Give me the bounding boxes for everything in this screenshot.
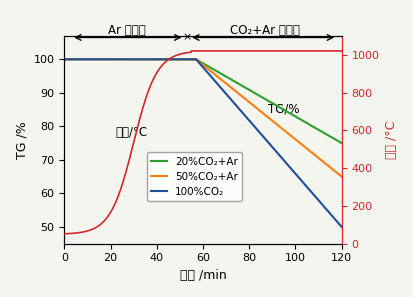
Y-axis label: TG /%: TG /% bbox=[15, 121, 28, 159]
Text: TG/%: TG/% bbox=[268, 103, 299, 116]
Text: 温度/°C: 温度/°C bbox=[115, 127, 147, 139]
Legend: 20%CO₂+Ar, 50%CO₂+Ar, 100%CO₂: 20%CO₂+Ar, 50%CO₂+Ar, 100%CO₂ bbox=[147, 152, 242, 201]
Text: Ar 雰囲気: Ar 雰囲気 bbox=[108, 24, 145, 37]
Y-axis label: 温度 /°C: 温度 /°C bbox=[385, 121, 398, 159]
X-axis label: 時間 /min: 時間 /min bbox=[180, 269, 226, 282]
Text: CO₂+Ar 雰囲気: CO₂+Ar 雰囲気 bbox=[230, 24, 300, 37]
Text: ×: × bbox=[182, 32, 192, 42]
